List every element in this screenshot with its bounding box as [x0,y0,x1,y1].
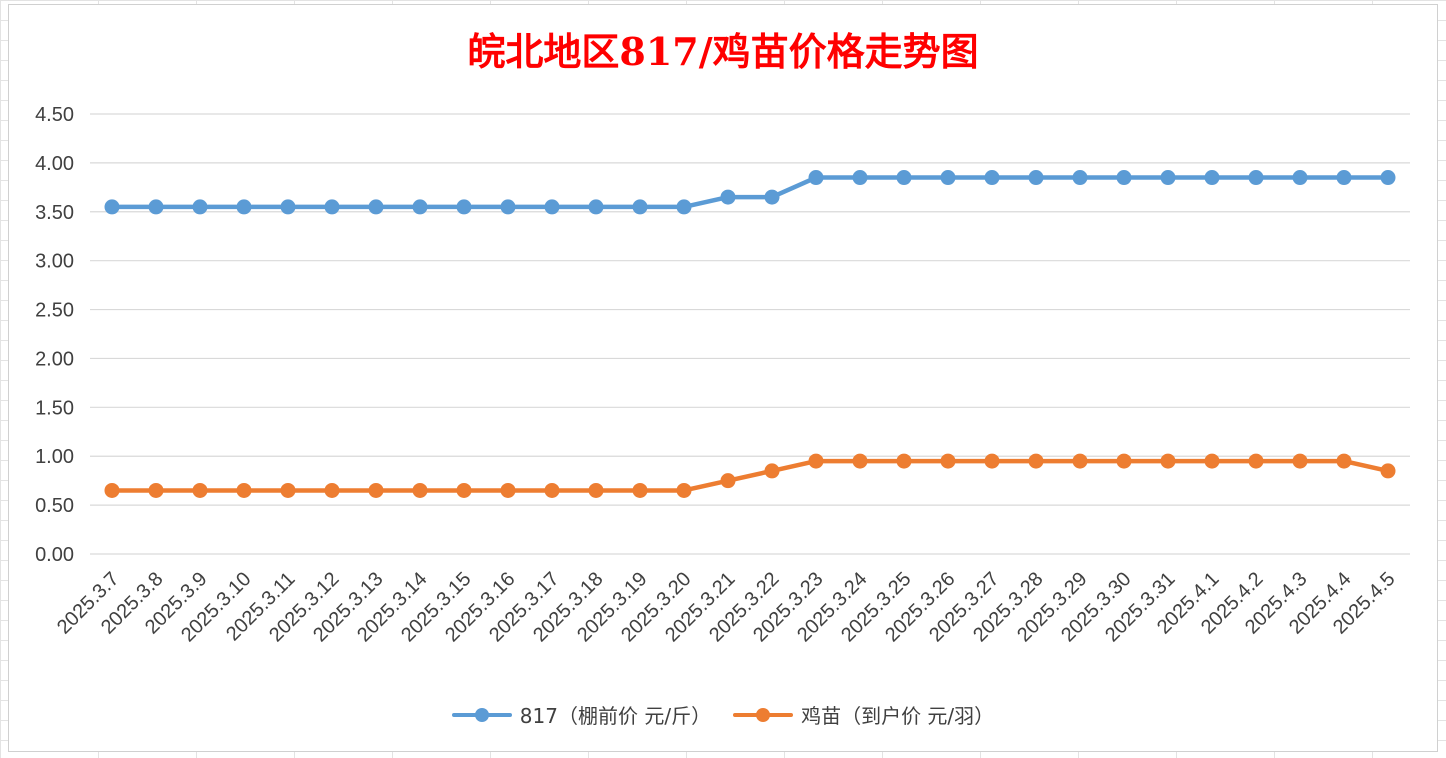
gridlines [90,113,1410,555]
data-point [1204,170,1220,186]
data-point [104,199,120,215]
data-point [1160,453,1176,469]
chart-title: 皖北地区817/鸡苗价格走势图 [467,29,979,74]
data-point [192,482,208,498]
data-point [1248,170,1264,186]
data-point [368,199,384,215]
data-point [1380,463,1396,479]
data-point [676,199,692,215]
y-tick-label: 4.50 [35,104,74,126]
data-point [720,473,736,489]
data-point [368,482,384,498]
x-axis-ticks: 2025.3.72025.3.82025.3.92025.3.102025.3.… [53,568,1400,646]
data-point [412,482,428,498]
data-point [808,170,824,186]
y-axis-ticks: 0.00 0.50 1.00 1.50 2.00 2.50 3.00 3.50 4.00 4.50 [35,104,74,566]
y-tick-label: 3.50 [35,202,74,224]
data-point [236,199,252,215]
data-point [148,199,164,215]
y-tick-label: 1.50 [35,397,74,419]
data-point [1336,453,1352,469]
data-point [940,170,956,186]
series-line-1 [109,458,1391,493]
data-point [632,482,648,498]
data-point [720,189,736,205]
data-point [412,199,428,215]
y-tick-label: 2.50 [35,300,74,322]
data-point [588,482,604,498]
data-point [764,463,780,479]
legend-swatch-817 [451,705,512,725]
data-point [544,482,560,498]
legend: 817（棚前价 元/斤） 鸡苗（到户价 元/羽） [0,700,1446,729]
data-point [500,199,516,215]
data-point [1072,453,1088,469]
data-point [588,199,604,215]
data-point [1292,170,1308,186]
data-point [808,453,824,469]
data-point [1028,170,1044,186]
data-point [1380,170,1396,186]
data-point [236,482,252,498]
data-point [896,170,912,186]
data-point [940,453,956,469]
data-point [456,199,472,215]
data-point [324,199,340,215]
y-tick-label: 2.00 [35,348,74,370]
data-point [632,199,648,215]
y-tick-label: 4.00 [35,153,74,175]
data-point [852,170,868,186]
data-point [984,170,1000,186]
data-point [500,482,516,498]
y-tick-label: 0.00 [35,544,74,566]
data-point [1292,453,1308,469]
y-tick-label: 3.00 [35,251,74,273]
data-point [192,199,208,215]
legend-label-chick: 鸡苗（到户价 元/羽） [801,704,995,728]
data-point [1072,170,1088,186]
data-point [104,482,120,498]
data-point [324,482,340,498]
legend-swatch-chick [733,705,794,725]
y-tick-label: 0.50 [35,495,74,517]
data-point [1336,170,1352,186]
data-point [1116,453,1132,469]
y-tick-label: 1.00 [35,446,74,468]
data-point [676,482,692,498]
data-point [852,453,868,469]
legend-marker-817 [474,707,489,722]
data-point [280,199,296,215]
data-point [456,482,472,498]
legend-item-chick[interactable]: 鸡苗（到户价 元/羽） [733,700,994,729]
data-point [280,482,296,498]
data-point [1204,453,1220,469]
chart-area[interactable]: 皖北地区817/鸡苗价格走势图 [8,4,1438,752]
data-point [544,199,560,215]
data-point [984,453,1000,469]
data-point [764,189,780,205]
legend-label-817: 817（棚前价 元/斤） [519,704,712,728]
data-point [896,453,912,469]
series-lines [104,170,1396,498]
data-point [1248,453,1264,469]
data-point [1160,170,1176,186]
data-point [1116,170,1132,186]
data-point [148,482,164,498]
legend-marker-chick [756,707,771,722]
data-point [1028,453,1044,469]
series-line-0 [109,175,1391,210]
legend-item-817[interactable]: 817（棚前价 元/斤） [451,700,712,729]
